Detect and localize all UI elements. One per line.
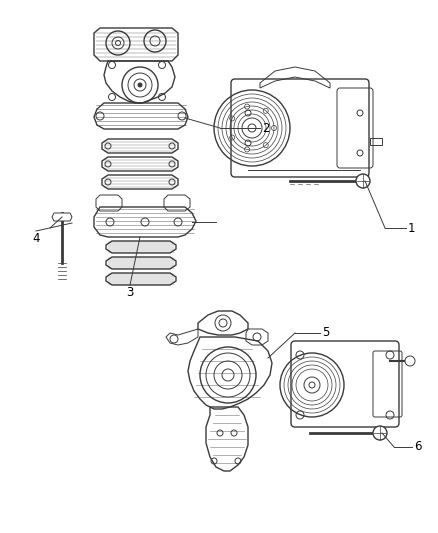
Circle shape (138, 83, 142, 87)
Text: 1: 1 (408, 222, 416, 235)
Text: 3: 3 (126, 287, 134, 300)
Text: 2: 2 (262, 122, 269, 134)
Circle shape (405, 356, 415, 366)
Circle shape (373, 426, 387, 440)
Polygon shape (52, 213, 72, 221)
Text: 5: 5 (322, 327, 329, 340)
Text: 6: 6 (414, 440, 421, 454)
Text: 4: 4 (32, 231, 40, 245)
Circle shape (356, 174, 370, 188)
